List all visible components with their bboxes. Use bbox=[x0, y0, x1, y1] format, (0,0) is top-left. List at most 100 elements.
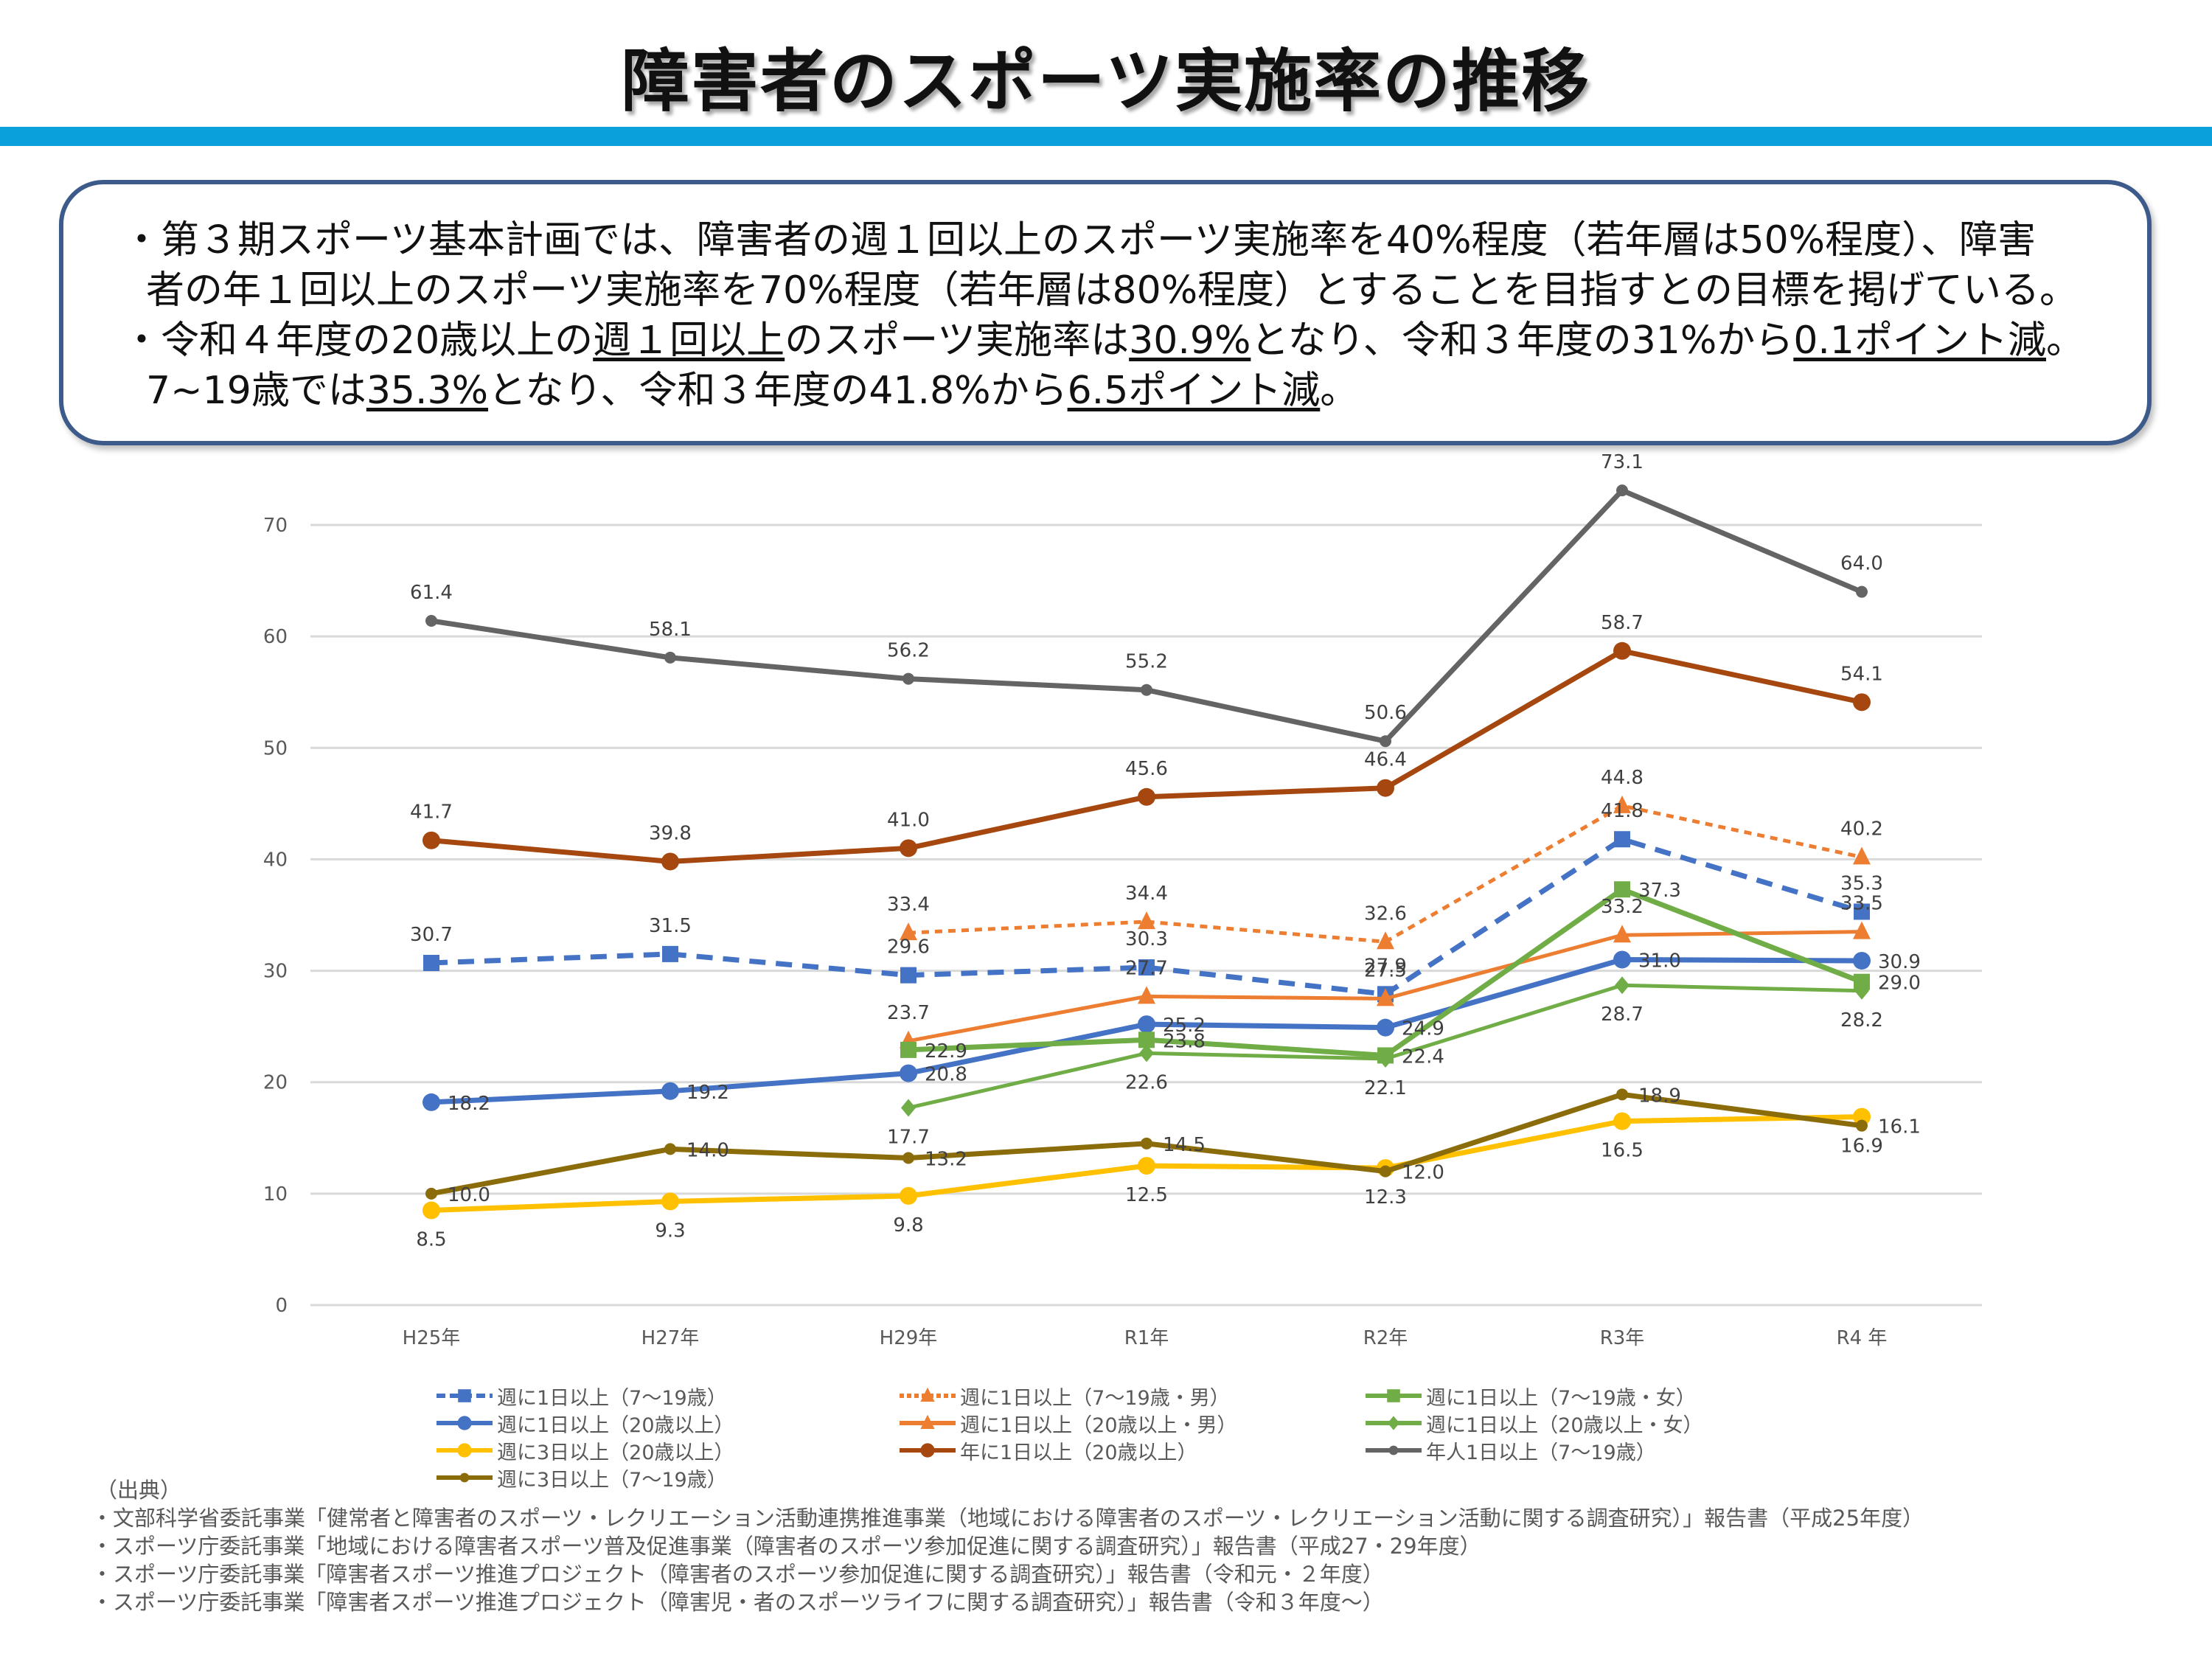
data-label: 31.5 bbox=[649, 915, 692, 937]
data-label: 56.2 bbox=[887, 640, 930, 662]
gridlines bbox=[310, 524, 1982, 1307]
series-1 bbox=[422, 950, 1871, 1111]
data-point-marker bbox=[1614, 831, 1630, 848]
summary-line-3: ・令和４年度の20歳以上の週１回以上のスポーツ実施率は30.9%となり、令和３年… bbox=[122, 316, 2084, 366]
summary-text: となり、令和３年度の41.8%から bbox=[488, 369, 1068, 413]
data-point-marker bbox=[1141, 684, 1152, 696]
data-label: 19.2 bbox=[686, 1082, 729, 1104]
data-point-marker bbox=[901, 1099, 916, 1117]
data-label: 27.9 bbox=[1364, 955, 1407, 977]
legend-item: 週に1日以上（7〜19歳・女） bbox=[1364, 1382, 1696, 1410]
data-label: 14.5 bbox=[1163, 1134, 1206, 1156]
data-point-marker bbox=[900, 1064, 917, 1082]
data-label: 27.7 bbox=[1125, 957, 1168, 979]
data-label: 12.3 bbox=[1364, 1186, 1407, 1208]
data-point-marker bbox=[1854, 973, 1870, 990]
series-line bbox=[431, 648, 1863, 864]
data-point-marker bbox=[902, 672, 914, 685]
data-point-marker bbox=[1853, 693, 1871, 712]
data-point-marker bbox=[1138, 787, 1155, 806]
summary-text: のスポーツ実施率は bbox=[785, 319, 1130, 363]
data-label: 58.7 bbox=[1601, 612, 1644, 634]
data-label: 13.2 bbox=[925, 1148, 967, 1170]
header-accent-bar bbox=[0, 127, 2212, 146]
data-point-marker bbox=[1138, 959, 1155, 976]
legend-swatch-icon bbox=[1366, 1445, 1422, 1455]
series-line bbox=[431, 487, 1863, 744]
data-point-marker bbox=[1377, 1018, 1394, 1037]
data-label: 54.1 bbox=[1840, 663, 1883, 685]
data-label: 29.0 bbox=[1878, 973, 1921, 995]
y-tick-label: 40 bbox=[263, 849, 288, 871]
data-label: 61.4 bbox=[410, 582, 453, 604]
data-point-marker bbox=[1854, 981, 1869, 1000]
data-label: 41.8 bbox=[1601, 800, 1644, 822]
legend-label: 週に3日以上（20歳以上） bbox=[497, 1441, 734, 1464]
y-tick-label: 70 bbox=[263, 515, 288, 537]
data-point-marker bbox=[1614, 881, 1630, 898]
data-label: 22.4 bbox=[1402, 1046, 1444, 1068]
data-point-marker bbox=[1377, 779, 1394, 797]
series-9 bbox=[425, 484, 1868, 748]
data-point-marker bbox=[1141, 1137, 1152, 1150]
y-tick-label: 0 bbox=[275, 1295, 288, 1317]
data-label: 55.2 bbox=[1125, 651, 1168, 673]
legend-item: 週に1日以上（7〜19歳） bbox=[435, 1382, 727, 1410]
data-label: 16.5 bbox=[1601, 1140, 1644, 1162]
data-label: 9.8 bbox=[893, 1214, 923, 1237]
data-label: 30.9 bbox=[1878, 951, 1921, 973]
data-point-marker bbox=[1139, 1044, 1154, 1062]
legend-swatch-icon bbox=[900, 1414, 956, 1429]
data-label: 58.1 bbox=[649, 619, 692, 641]
data-point-marker bbox=[1854, 903, 1870, 920]
data-label: 37.3 bbox=[1638, 880, 1681, 902]
y-tick-label: 10 bbox=[263, 1183, 288, 1206]
x-tick-label: R2年 bbox=[1363, 1327, 1408, 1349]
data-label: 9.3 bbox=[655, 1220, 685, 1242]
x-tick-label: R1年 bbox=[1124, 1327, 1169, 1349]
data-label: 64.0 bbox=[1840, 553, 1883, 575]
x-tick-label: H27年 bbox=[641, 1327, 700, 1349]
summary-text: となり、令和３年度の31%から bbox=[1251, 319, 1794, 363]
data-point-marker bbox=[1613, 795, 1631, 813]
data-label: 44.8 bbox=[1601, 767, 1644, 789]
data-label: 10.0 bbox=[448, 1184, 490, 1206]
data-label: 16.9 bbox=[1840, 1135, 1883, 1158]
data-point-marker bbox=[1138, 1032, 1155, 1048]
data-label: 23.8 bbox=[1163, 1030, 1206, 1052]
x-tick-label: H25年 bbox=[403, 1327, 461, 1349]
data-point-marker bbox=[425, 614, 437, 627]
data-label: 41.7 bbox=[410, 801, 453, 824]
data-label: 12.5 bbox=[1125, 1184, 1168, 1206]
data-point-marker bbox=[1378, 1049, 1393, 1068]
legend-swatch-icon bbox=[1366, 1389, 1422, 1402]
legend-item: 週に1日以上（20歳以上） bbox=[435, 1410, 734, 1437]
data-point-marker bbox=[662, 945, 678, 962]
data-point-marker bbox=[1613, 925, 1631, 943]
data-point-marker bbox=[1377, 988, 1394, 1006]
data-point-marker bbox=[1856, 585, 1868, 598]
summary-line-4: 7~19歳では35.3%となり、令和３年度の41.8%から6.5ポイント減。 bbox=[146, 366, 1358, 416]
data-label: 14.0 bbox=[686, 1139, 729, 1161]
summary-highlight: 週１回以上 bbox=[593, 319, 785, 363]
data-labels: 30.7 31.5 29.6 30.3 27.9 41.8 35.3 18.2 19.2 20.8… bbox=[410, 451, 1921, 1251]
data-point-marker bbox=[1616, 484, 1628, 497]
data-label: 40.2 bbox=[1840, 818, 1883, 840]
data-point-marker bbox=[1138, 1157, 1155, 1175]
legend-label: 週に1日以上（7〜19歳） bbox=[497, 1386, 727, 1410]
summary-text: 。 bbox=[2046, 319, 2085, 363]
summary-line-2: 者の年１回以上のスポーツ実施率を70%程度（若年層は80%程度）とすることを目指… bbox=[146, 268, 2079, 313]
y-axis-ticks: 0 10 20 30 40 50 60 70 bbox=[263, 515, 288, 1317]
legend-label: 年に1日以上（20歳以上） bbox=[960, 1441, 1197, 1464]
data-label: 34.4 bbox=[1125, 883, 1168, 905]
series-8 bbox=[901, 976, 1869, 1117]
data-point-marker bbox=[1615, 976, 1630, 995]
data-point-marker bbox=[423, 954, 439, 971]
data-point-marker bbox=[1138, 911, 1155, 930]
data-label: 23.7 bbox=[887, 1002, 930, 1024]
legend-item: 週に1日以上（7〜19歳・男） bbox=[898, 1382, 1230, 1410]
data-label: 29.6 bbox=[887, 936, 930, 959]
legend-item: 週に1日以上（20歳以上・男） bbox=[898, 1410, 1237, 1437]
data-label: 8.5 bbox=[416, 1229, 446, 1251]
data-label: 50.6 bbox=[1364, 702, 1407, 724]
